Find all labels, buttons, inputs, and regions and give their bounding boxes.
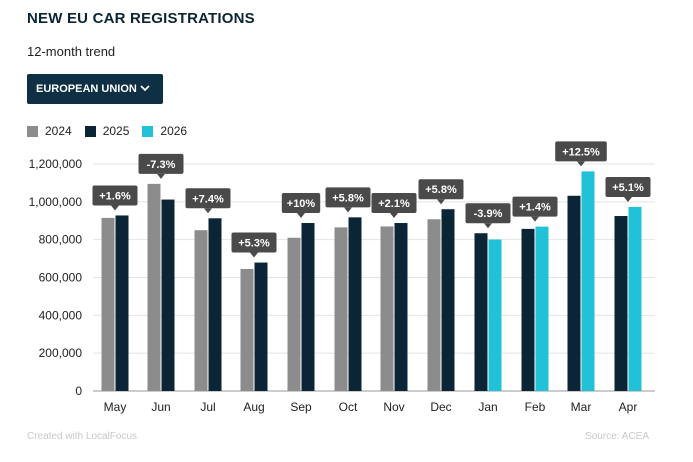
change-label: +5.8% bbox=[425, 184, 457, 196]
x-tick-label: Feb bbox=[525, 400, 546, 414]
bar-2024-jun bbox=[147, 183, 161, 391]
x-tick-label: Dec bbox=[430, 400, 451, 414]
change-label: +5.1% bbox=[612, 182, 644, 194]
y-tick-label: 800,000 bbox=[39, 233, 83, 247]
bar-2025-sep bbox=[301, 223, 315, 391]
bar-2024-may bbox=[101, 217, 115, 391]
bar-2025-aug bbox=[254, 262, 268, 391]
change-label-box bbox=[281, 193, 321, 214]
change-label-box bbox=[185, 188, 231, 209]
bar-2026-apr bbox=[628, 206, 642, 391]
credit-text: Created with LocalFocus bbox=[27, 431, 138, 442]
x-tick-label: Jun bbox=[151, 400, 170, 414]
change-label-pointer bbox=[157, 173, 165, 179]
change-label-box bbox=[231, 232, 277, 253]
bar-2025-jul bbox=[208, 218, 222, 391]
region-select-value: EUROPEAN UNION bbox=[36, 83, 137, 95]
x-tick-label: Aug bbox=[243, 400, 264, 414]
bar-2025-may bbox=[115, 215, 129, 391]
change-label-pointer bbox=[624, 196, 632, 202]
change-label-box bbox=[605, 176, 651, 197]
change-label-pointer bbox=[344, 207, 352, 213]
x-tick-label: Sep bbox=[290, 400, 312, 414]
change-label-box bbox=[325, 187, 371, 208]
legend-label-2025: 2025 bbox=[102, 124, 130, 138]
change-label-box bbox=[138, 153, 184, 174]
y-tick-label: 600,000 bbox=[39, 271, 83, 285]
change-label: +1.6% bbox=[99, 190, 131, 202]
bar-2025-apr bbox=[614, 216, 628, 391]
x-tick-label: Jul bbox=[200, 400, 215, 414]
bar-2025-jan bbox=[474, 233, 488, 391]
bar-2024-oct bbox=[334, 227, 348, 391]
bar-2024-nov bbox=[380, 226, 394, 391]
legend: 2024 2025 2026 bbox=[27, 124, 200, 138]
bar-2025-feb bbox=[521, 228, 535, 391]
change-label-box bbox=[371, 193, 417, 214]
legend-item-2024[interactable]: 2024 bbox=[27, 124, 72, 138]
legend-label-2024: 2024 bbox=[45, 124, 72, 138]
change-label: -7.3% bbox=[147, 159, 176, 171]
change-label: +1.4% bbox=[519, 202, 551, 214]
change-label: +10% bbox=[287, 198, 316, 210]
x-tick-label: Mar bbox=[571, 400, 592, 414]
change-label-box bbox=[418, 179, 464, 200]
change-label: +2.1% bbox=[378, 198, 410, 210]
bar-2025-mar bbox=[567, 195, 581, 391]
change-label-box bbox=[512, 196, 558, 217]
y-tick-label: 400,000 bbox=[39, 308, 83, 322]
change-label-pointer bbox=[484, 223, 492, 229]
bar-2024-dec bbox=[427, 219, 441, 391]
region-select[interactable]: EUROPEAN UNION bbox=[27, 74, 163, 104]
y-tick-label: 1,000,000 bbox=[29, 195, 83, 209]
change-label: +5.3% bbox=[238, 238, 270, 250]
bar-2024-aug bbox=[240, 268, 254, 391]
change-label-pointer bbox=[204, 208, 212, 214]
bar-2026-feb bbox=[535, 226, 549, 391]
legend-item-2026[interactable]: 2026 bbox=[142, 124, 187, 138]
chart-subtitle: 12-month trend bbox=[27, 44, 116, 59]
bar-2024-jul bbox=[194, 230, 208, 391]
change-label-box bbox=[555, 141, 607, 162]
legend-swatch-2024 bbox=[27, 125, 38, 137]
y-tick-label: 1,200,000 bbox=[29, 157, 83, 171]
y-tick-label: 200,000 bbox=[39, 346, 83, 360]
change-label-pointer bbox=[577, 161, 585, 167]
x-tick-label: Oct bbox=[339, 400, 358, 414]
legend-swatch-2026 bbox=[142, 125, 154, 137]
bar-2026-mar bbox=[581, 171, 595, 391]
legend-item-2025[interactable]: 2025 bbox=[84, 124, 130, 138]
change-label-pointer bbox=[111, 205, 119, 211]
change-label: +12.5% bbox=[562, 146, 600, 158]
chart-title: NEW EU CAR REGISTRATIONS bbox=[27, 10, 255, 27]
chevron-down-icon bbox=[140, 85, 150, 92]
bar-2024-sep bbox=[287, 237, 301, 391]
bar-2026-jan bbox=[488, 239, 502, 391]
change-label-pointer bbox=[531, 216, 539, 222]
change-label: +7.4% bbox=[192, 193, 224, 205]
change-label: +5.8% bbox=[332, 192, 364, 204]
change-label-box bbox=[465, 203, 511, 224]
change-label-box bbox=[92, 185, 138, 206]
change-label-pointer bbox=[250, 252, 258, 258]
change-label-pointer bbox=[437, 199, 445, 205]
change-label: -3.9% bbox=[474, 208, 503, 220]
bar-2025-oct bbox=[348, 217, 362, 391]
x-tick-label: Apr bbox=[619, 400, 638, 414]
x-tick-label: May bbox=[104, 400, 127, 414]
y-tick-label: 0 bbox=[75, 384, 82, 398]
change-label-pointer bbox=[297, 213, 305, 219]
bar-2025-jun bbox=[161, 199, 175, 391]
bar-2025-nov bbox=[394, 223, 408, 391]
legend-swatch-2025 bbox=[84, 125, 96, 137]
legend-label-2026: 2026 bbox=[160, 124, 188, 138]
x-tick-label: Jan bbox=[478, 400, 497, 414]
bar-2025-dec bbox=[441, 209, 455, 391]
change-label-pointer bbox=[390, 213, 398, 219]
x-tick-label: Nov bbox=[383, 400, 404, 414]
source-text: Source: ACEA bbox=[585, 431, 649, 442]
